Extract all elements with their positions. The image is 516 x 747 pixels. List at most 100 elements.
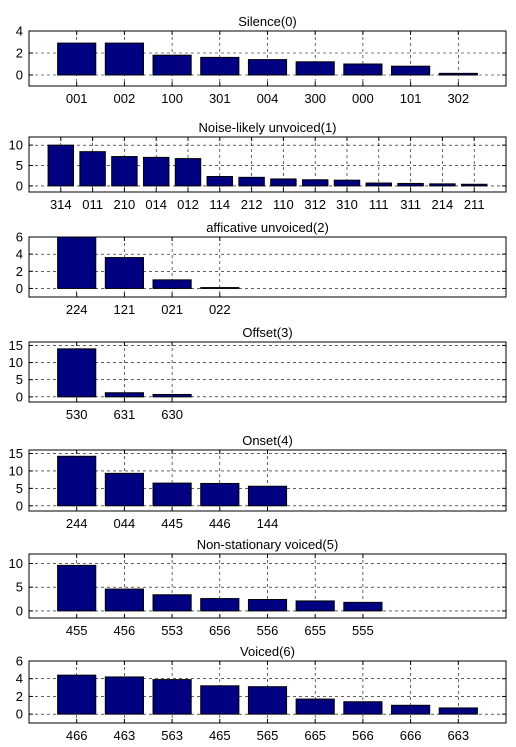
chart-panel-4: Onset(4) 0 5 10 15 244 044 445 446 144	[9, 433, 507, 531]
x-tick-label: 465	[209, 728, 231, 743]
bar-445	[152, 482, 192, 507]
y-tick-label: 15	[9, 446, 23, 461]
bar-563	[152, 679, 192, 715]
bar-312	[301, 179, 329, 187]
x-tick-label: 002	[114, 91, 136, 106]
axes-box	[28, 341, 507, 403]
bar-455	[57, 564, 97, 612]
x-tick-label: 553	[161, 623, 183, 638]
y-tick-label: 6	[16, 654, 23, 669]
x-tick-label: 556	[257, 623, 279, 638]
bar-566	[343, 701, 383, 715]
x-tick-label: 121	[114, 302, 136, 317]
x-tick-label: 301	[209, 91, 231, 106]
bar-301	[200, 56, 240, 76]
bar-555	[343, 601, 383, 612]
bar-310	[333, 179, 361, 187]
y-tick-label: 0	[16, 498, 23, 513]
axes-box	[28, 236, 507, 298]
chart-panel-0: Silence(0) 0 2 4 001 002 100 301 004 300 000 101 302	[16, 14, 507, 106]
y-tick-label: 10	[9, 463, 23, 478]
bar-630	[152, 393, 192, 398]
x-tick-label: 022	[209, 302, 231, 317]
x-tick-label: 100	[161, 91, 183, 106]
chart-title: Silence(0)	[238, 14, 297, 29]
bar-300	[295, 61, 335, 76]
x-tick-label: 044	[114, 516, 136, 531]
x-tick-label: 224	[66, 302, 88, 317]
x-tick-label: 566	[352, 728, 374, 743]
x-tick-label: 302	[447, 91, 469, 106]
x-tick-label: 244	[66, 516, 88, 531]
y-tick-label: 6	[16, 230, 23, 245]
x-tick-label: 463	[114, 728, 136, 743]
bar-211	[460, 183, 488, 187]
x-tick-label: 631	[114, 407, 136, 422]
x-tick-label: 214	[432, 197, 454, 212]
x-tick-label: 656	[209, 623, 231, 638]
bar-655	[295, 600, 335, 612]
x-tick-label: 456	[114, 623, 136, 638]
x-tick-label: 314	[50, 197, 72, 212]
bar-314	[47, 144, 75, 187]
chart-title: Noise-likely unvoiced(1)	[199, 120, 337, 135]
bar-465	[200, 685, 240, 715]
x-tick-label: 014	[145, 197, 167, 212]
bar-101	[391, 65, 431, 76]
bar-311	[397, 182, 424, 187]
y-tick-label: 5	[16, 158, 23, 173]
x-tick-label: 312	[304, 197, 326, 212]
bar-212	[238, 176, 265, 187]
bar-144	[247, 485, 288, 507]
y-tick-label: 5	[16, 481, 23, 496]
y-tick-label: 5	[16, 372, 23, 387]
y-tick-label: 2	[16, 689, 23, 704]
x-tick-label: 663	[447, 728, 469, 743]
x-tick-label: 001	[66, 91, 88, 106]
bar-663	[438, 707, 478, 715]
chart-title: Onset(4)	[242, 433, 293, 448]
x-tick-label: 455	[66, 623, 88, 638]
y-tick-label: 4	[16, 24, 23, 39]
y-tick-label: 0	[16, 178, 23, 193]
bar-244	[57, 455, 97, 507]
bar-656	[200, 598, 240, 612]
x-tick-label: 012	[177, 197, 199, 212]
x-tick-label: 111	[369, 197, 389, 212]
x-tick-label: 144	[257, 516, 279, 531]
y-tick-label: 2	[16, 264, 23, 279]
bar-014	[142, 156, 170, 187]
x-tick-label: 004	[257, 91, 279, 106]
x-tick-label: 212	[241, 197, 263, 212]
y-tick-label: 4	[16, 247, 23, 262]
x-tick-label: 210	[114, 197, 136, 212]
bar-044	[104, 472, 144, 507]
x-tick-label: 114	[209, 197, 230, 212]
bar-022	[200, 287, 240, 289]
x-tick-label: 446	[209, 516, 231, 531]
bar-556	[247, 599, 288, 612]
x-tick-label: 666	[400, 728, 422, 743]
y-tick-label: 0	[16, 389, 23, 404]
chart-panel-2: afficative unvoiced(2) 0 2 4 6 224 121 021 022	[16, 220, 507, 317]
bar-000	[343, 63, 383, 76]
x-tick-label: 300	[304, 91, 326, 106]
x-tick-label: 555	[352, 623, 374, 638]
x-tick-label: 021	[161, 302, 183, 317]
bar-110	[270, 178, 297, 187]
y-tick-label: 4	[16, 671, 23, 686]
y-tick-label: 0	[16, 707, 23, 722]
x-tick-label: 310	[336, 197, 358, 212]
y-tick-label: 10	[9, 138, 23, 153]
chart-title: Voiced(6)	[240, 644, 295, 659]
bar-004	[247, 59, 288, 76]
bar-565	[247, 686, 288, 715]
bar-100	[152, 54, 192, 76]
bar-302	[438, 72, 478, 76]
bar-001	[57, 42, 97, 76]
bar-210	[111, 156, 138, 187]
bar-111	[365, 182, 393, 187]
x-tick-label: 110	[273, 197, 294, 212]
y-tick-label: 10	[9, 355, 23, 370]
y-tick-label: 5	[16, 580, 23, 595]
